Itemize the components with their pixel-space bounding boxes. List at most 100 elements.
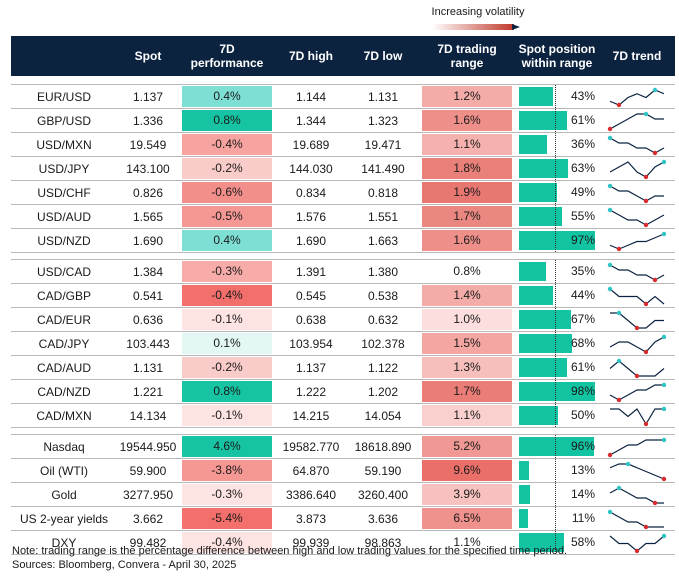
cell-name: DXY [11,530,117,555]
position-bar [519,406,558,425]
cell-position: 36% [515,132,599,157]
position-midline [555,483,556,506]
trend-max-marker [607,262,613,267]
position-bar [519,231,595,250]
cell-name: CAD/EUR [11,307,117,332]
cell-high: 144.030 [275,156,347,181]
trend-max-marker [607,286,613,291]
position-midline [555,435,556,458]
cell-low: 0.538 [347,283,419,308]
position-bar [519,111,567,130]
cell-perf: -0.2% [179,355,275,380]
position-bar [519,159,569,178]
cell-name: USD/CHF [11,180,117,205]
cell-trend [599,228,675,253]
trend-sparkline [609,334,667,354]
trend-max-marker [643,111,649,116]
trend-sparkline [609,382,667,402]
cell-perf: -0.2% [179,156,275,181]
cell-range: 1.3% [419,355,515,380]
trend-max-marker [616,358,622,363]
position-bar [519,334,573,353]
trend-sparkline [607,111,664,131]
table-row: DXY 99.482 -0.4% 99.939 98.863 1.1% 58% [11,530,675,555]
position-midline [555,459,556,482]
perf-value: -0.4% [182,285,272,306]
position-label: 49% [570,185,595,199]
trend-min-marker [643,222,649,227]
range-value: 1.7% [422,206,512,227]
trend-max-marker [661,533,667,538]
cell-range: 0.8% [419,259,515,284]
range-value: 1.1% [422,134,512,155]
position-midline [555,260,556,283]
cell-name: GBP/USD [11,108,117,133]
range-value: 1.2% [422,86,512,107]
perf-value: 4.6% [182,436,272,457]
position-midline [555,404,556,427]
table-row: USD/JPY 143.100 -0.2% 144.030 141.490 1.8% 63% [11,156,675,181]
cell-perf: -3.8% [179,458,275,483]
cell-low: 1.663 [347,228,419,253]
cell-low: 0.632 [347,307,419,332]
position-midline [555,205,556,228]
trend-max-marker [661,437,667,442]
cell-name: USD/AUD [11,204,117,229]
header-perf-line2: performance [190,56,264,70]
cell-low: 141.490 [347,156,419,181]
trend-line [609,184,664,202]
perf-value: 0.4% [182,86,272,107]
perf-value: 0.8% [182,381,272,402]
perf-value: -0.3% [182,484,272,505]
cell-range: 1.2% [419,84,515,109]
cell-name: Gold [11,482,117,507]
cell-low: 0.818 [347,180,419,205]
position-midline [555,308,556,331]
range-value: 5.2% [422,436,512,457]
cell-spot: 1.131 [117,355,179,380]
table-row: GBP/USD 1.336 0.8% 1.344 1.323 1.6% 61% [11,108,675,133]
position-midline [555,332,556,355]
cell-perf: 0.4% [179,84,275,109]
group-separator [11,76,675,85]
cell-range: 1.5% [419,331,515,356]
position-label: 96% [570,439,595,453]
trend-min-marker [661,476,667,481]
cell-spot: 3277.950 [117,482,179,507]
cell-low: 1.131 [347,84,419,109]
trend-sparkline [610,310,664,330]
cell-low: 3.636 [347,506,419,531]
cell-name: US 2-year yields [11,506,117,531]
header-range: 7D trading range [419,36,515,76]
trend-min-marker [643,198,649,203]
position-label: 58% [570,535,595,549]
position-bar [519,382,596,401]
trend-sparkline [607,262,665,282]
cell-trend [599,204,675,229]
cell-low: 1.551 [347,204,419,229]
trend-max-marker [661,406,667,411]
header-perf-line1: 7D [219,42,235,56]
fx-table: Spot 7D performance 7D high 7D low 7D tra… [11,36,675,555]
cell-low: 1.380 [347,259,419,284]
position-label: 35% [570,264,595,278]
cell-high: 0.545 [275,283,347,308]
cell-high: 19.689 [275,132,347,157]
perf-value: -5.4% [182,508,272,529]
position-midline [555,507,556,530]
cell-range: 1.1% [419,403,515,428]
trend-min-marker [652,150,658,155]
cell-perf: -0.1% [179,403,275,428]
perf-value: -0.1% [182,405,272,426]
cell-name: CAD/GBP [11,283,117,308]
cell-name: USD/NZD [11,228,117,253]
cell-low: 1.323 [347,108,419,133]
cell-perf: -0.4% [179,530,275,555]
cell-spot: 103.443 [117,331,179,356]
cell-range: 9.6% [419,458,515,483]
cell-low: 19.471 [347,132,419,157]
trend-sparkline [607,183,664,203]
cell-high: 1.344 [275,108,347,133]
table-row: USD/CAD 1.384 -0.3% 1.391 1.380 0.8% 35% [11,259,675,284]
cell-spot: 3.662 [117,506,179,531]
